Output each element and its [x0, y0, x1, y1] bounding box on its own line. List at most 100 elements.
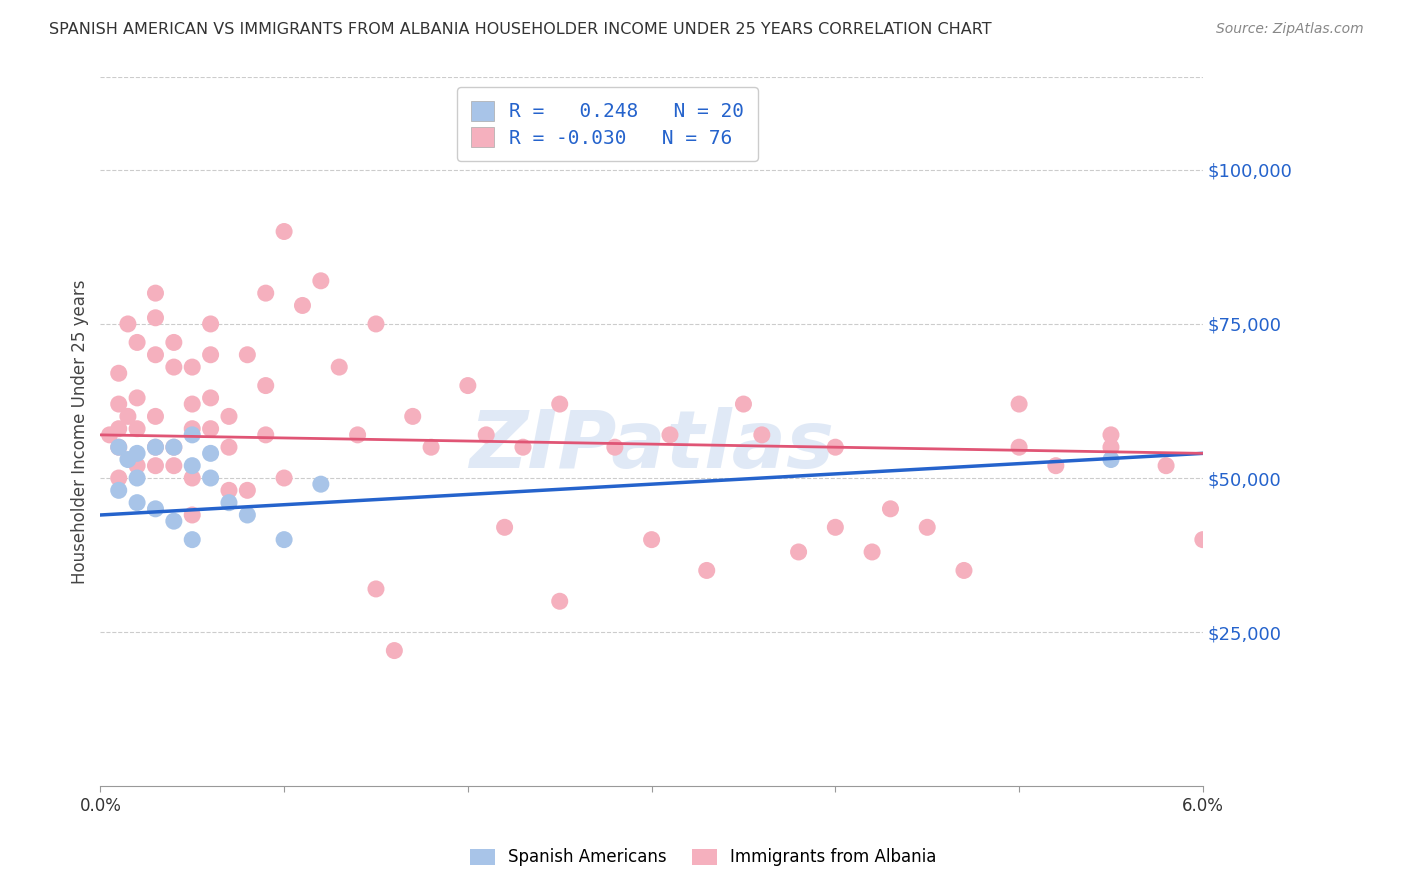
Point	[1008, 397, 1031, 411]
Point	[107, 397, 129, 411]
Point	[273, 225, 295, 239]
Point	[127, 446, 149, 460]
Point	[1099, 428, 1122, 442]
Point	[1192, 533, 1215, 547]
Point	[346, 428, 368, 442]
Point	[107, 440, 129, 454]
Legend: Spanish Americans, Immigrants from Albania: Spanish Americans, Immigrants from Alban…	[461, 840, 945, 875]
Point	[200, 391, 222, 405]
Point	[475, 428, 498, 442]
Point	[127, 391, 149, 405]
Point	[548, 594, 571, 608]
Point	[273, 471, 295, 485]
Point	[659, 428, 682, 442]
Point	[953, 564, 976, 578]
Point	[117, 452, 139, 467]
Legend: R =   0.248   N = 20, R = -0.030   N = 76: R = 0.248 N = 20, R = -0.030 N = 76	[457, 87, 758, 161]
Point	[145, 440, 167, 454]
Point	[181, 533, 204, 547]
Point	[236, 348, 259, 362]
Point	[236, 483, 259, 498]
Point	[200, 317, 222, 331]
Point	[603, 440, 626, 454]
Point	[218, 496, 240, 510]
Point	[254, 286, 277, 301]
Point	[181, 458, 204, 473]
Point	[200, 348, 222, 362]
Point	[145, 501, 167, 516]
Point	[117, 317, 139, 331]
Point	[127, 471, 149, 485]
Point	[163, 360, 186, 375]
Y-axis label: Householder Income Under 25 years: Householder Income Under 25 years	[72, 279, 89, 584]
Point	[163, 440, 186, 454]
Point	[860, 545, 883, 559]
Point	[879, 501, 901, 516]
Point	[733, 397, 755, 411]
Text: Source: ZipAtlas.com: Source: ZipAtlas.com	[1216, 22, 1364, 37]
Point	[145, 440, 167, 454]
Point	[328, 360, 350, 375]
Point	[254, 378, 277, 392]
Point	[236, 508, 259, 522]
Point	[127, 496, 149, 510]
Point	[291, 298, 314, 312]
Point	[382, 643, 405, 657]
Point	[181, 422, 204, 436]
Point	[420, 440, 443, 454]
Point	[127, 335, 149, 350]
Point	[457, 378, 479, 392]
Point	[1099, 440, 1122, 454]
Point	[1008, 440, 1031, 454]
Point	[107, 440, 129, 454]
Point	[117, 409, 139, 424]
Point	[107, 366, 129, 380]
Point	[145, 409, 167, 424]
Point	[640, 533, 662, 547]
Point	[200, 446, 222, 460]
Point	[751, 428, 773, 442]
Point	[181, 428, 204, 442]
Point	[107, 422, 129, 436]
Point	[181, 508, 204, 522]
Point	[98, 428, 121, 442]
Point	[163, 458, 186, 473]
Point	[218, 409, 240, 424]
Point	[107, 483, 129, 498]
Point	[181, 397, 204, 411]
Point	[200, 422, 222, 436]
Point	[787, 545, 810, 559]
Point	[145, 458, 167, 473]
Point	[364, 582, 387, 596]
Point	[127, 458, 149, 473]
Point	[824, 520, 846, 534]
Point	[309, 477, 332, 491]
Point	[200, 471, 222, 485]
Point	[254, 428, 277, 442]
Point	[364, 317, 387, 331]
Point	[696, 564, 718, 578]
Point	[218, 483, 240, 498]
Point	[181, 360, 204, 375]
Point	[915, 520, 938, 534]
Point	[127, 422, 149, 436]
Point	[107, 471, 129, 485]
Point	[1099, 452, 1122, 467]
Point	[181, 471, 204, 485]
Point	[145, 310, 167, 325]
Point	[494, 520, 516, 534]
Point	[218, 440, 240, 454]
Point	[309, 274, 332, 288]
Point	[273, 533, 295, 547]
Point	[548, 397, 571, 411]
Point	[163, 514, 186, 528]
Point	[163, 335, 186, 350]
Point	[402, 409, 425, 424]
Point	[824, 440, 846, 454]
Text: ZIPatlas: ZIPatlas	[470, 407, 834, 485]
Text: SPANISH AMERICAN VS IMMIGRANTS FROM ALBANIA HOUSEHOLDER INCOME UNDER 25 YEARS CO: SPANISH AMERICAN VS IMMIGRANTS FROM ALBA…	[49, 22, 991, 37]
Point	[512, 440, 534, 454]
Point	[1154, 458, 1177, 473]
Point	[145, 286, 167, 301]
Point	[145, 348, 167, 362]
